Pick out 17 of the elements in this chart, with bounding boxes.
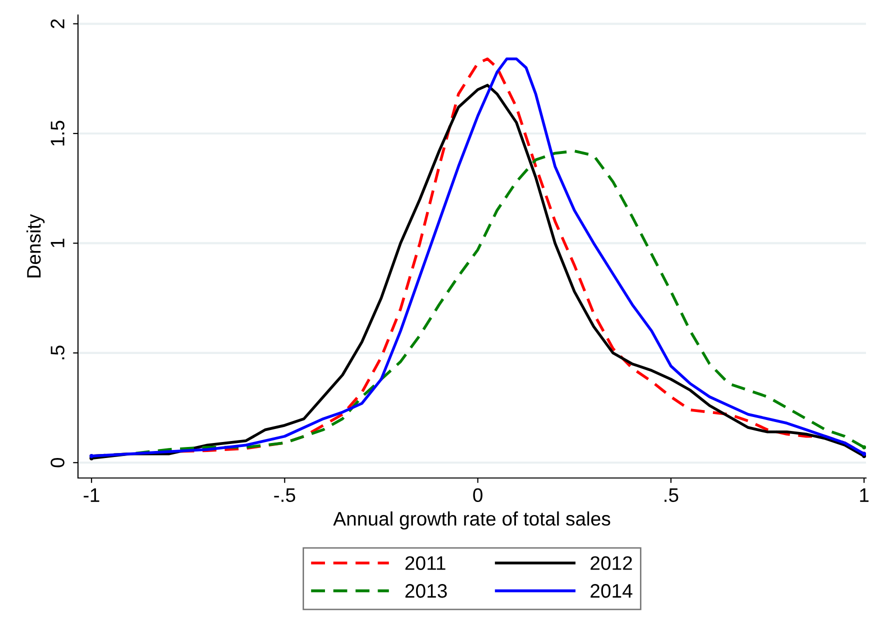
y-tick-label: 2: [50, 19, 64, 28]
y-tick-label: 1.5: [50, 120, 64, 146]
y-tick-label: .5: [50, 346, 64, 360]
legend-label: 2011: [405, 556, 446, 570]
x-axis-title: Annual growth rate of total sales: [333, 511, 610, 530]
x-tick-label: 0: [473, 488, 482, 502]
y-axis-title: Density: [26, 214, 45, 278]
x-tick-label: .5: [664, 488, 678, 502]
x-tick-label: -.5: [274, 488, 296, 502]
y-tick-label: 1: [50, 238, 64, 248]
x-tick-label: 1: [860, 488, 869, 502]
legend-label: 2013: [405, 584, 447, 598]
legend-label: 2014: [590, 584, 632, 598]
legend-label: 2012: [590, 556, 632, 570]
y-tick-label: 0: [50, 458, 64, 468]
point: [862, 445, 866, 450]
x-tick-label: -1: [84, 488, 100, 502]
